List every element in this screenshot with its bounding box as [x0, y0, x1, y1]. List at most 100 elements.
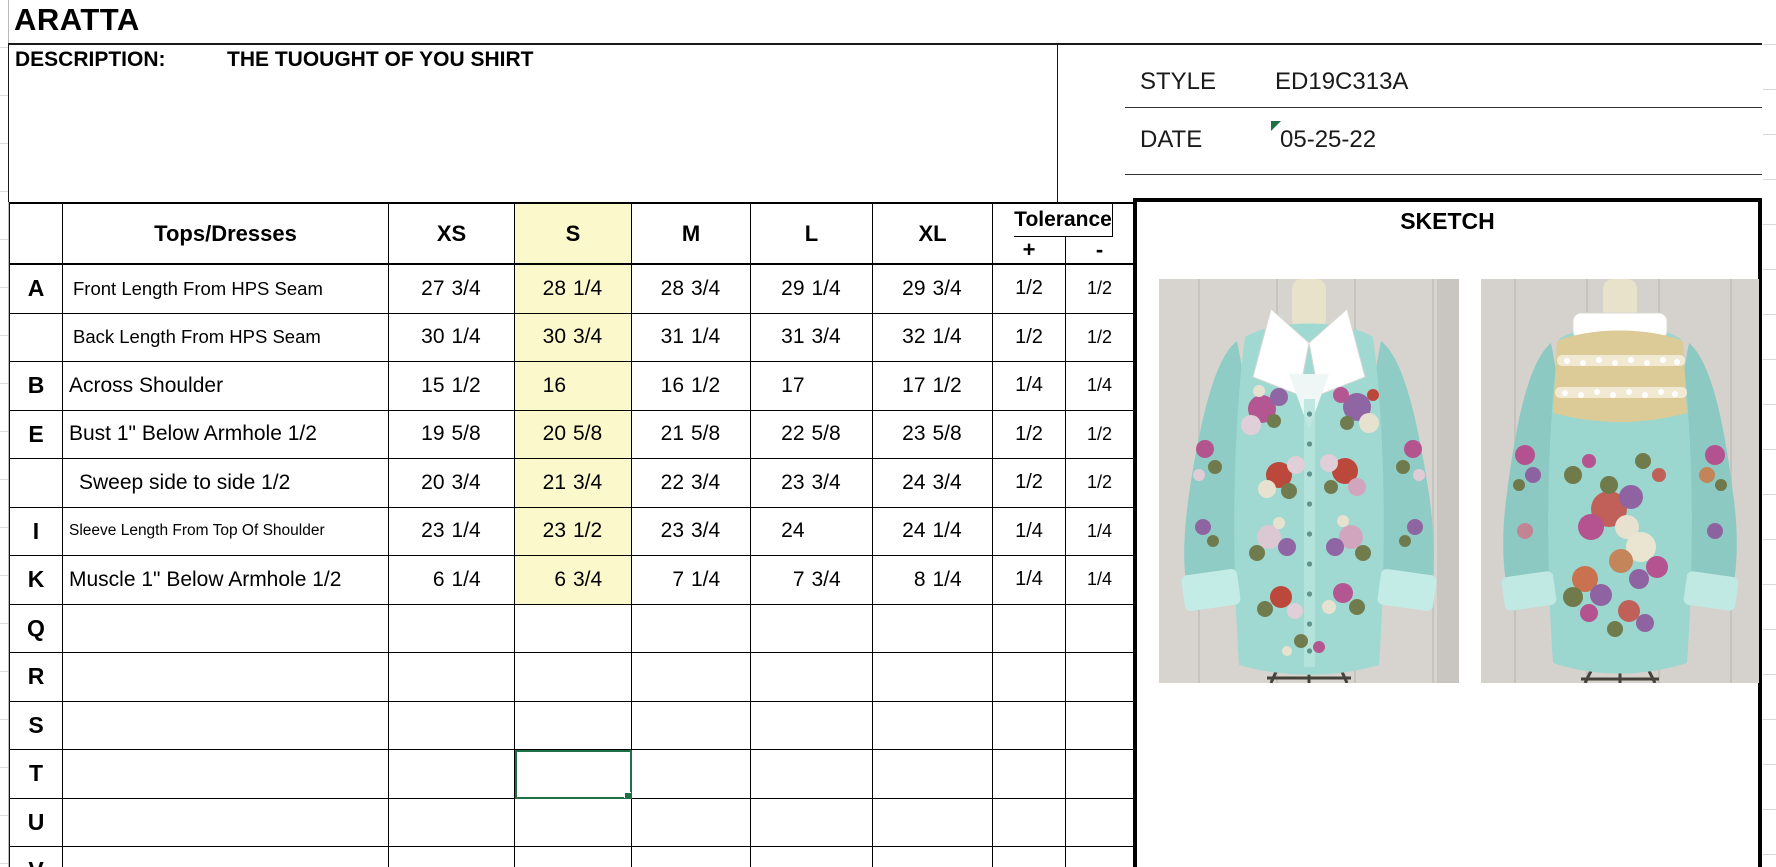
row-letter[interactable]: A	[10, 265, 63, 314]
row-label[interactable]	[63, 847, 389, 867]
tolerance-minus-cell[interactable]	[1066, 701, 1134, 750]
size-cell[interactable]: 30 1/4	[389, 313, 515, 362]
category-header-cell[interactable]: Tops/Dresses	[63, 204, 389, 265]
row-label[interactable]	[63, 701, 389, 750]
size-cell[interactable]: 16 1/2	[632, 362, 751, 411]
size-cell[interactable]: 22 3/4	[632, 459, 751, 508]
row-letter[interactable]: Q	[10, 604, 63, 653]
size-cell[interactable]: 23 5/8	[873, 410, 993, 459]
tolerance-plus-cell[interactable]: 1/2	[993, 265, 1066, 314]
row-letter[interactable]: V	[10, 847, 63, 867]
row-label[interactable]	[63, 750, 389, 799]
fill-handle[interactable]	[624, 791, 631, 798]
size-header-m[interactable]: M	[632, 204, 751, 265]
size-header-l[interactable]: L	[751, 204, 873, 265]
size-cell[interactable]: 21 5/8	[632, 410, 751, 459]
tolerance-plus-cell[interactable]	[993, 798, 1066, 847]
size-cell[interactable]	[632, 701, 751, 750]
size-cell[interactable]	[515, 847, 632, 867]
size-cell[interactable]	[751, 604, 873, 653]
row-label[interactable]: Sweep side to side 1/2	[63, 459, 389, 508]
size-cell[interactable]: 23 3/4	[632, 507, 751, 556]
size-cell[interactable]	[632, 847, 751, 867]
size-cell[interactable]: 29 1/4	[751, 265, 873, 314]
tolerance-minus-cell[interactable]: 1/2	[1066, 313, 1134, 362]
row-letter[interactable]: T	[10, 750, 63, 799]
row-letter[interactable]: U	[10, 798, 63, 847]
size-cell[interactable]: 7 1/4	[632, 556, 751, 605]
row-letter[interactable]	[10, 459, 63, 508]
tolerance-minus-cell[interactable]: 1/4	[1066, 507, 1134, 556]
tolerance-plus-header[interactable]: +	[993, 237, 1066, 265]
tolerance-plus-cell[interactable]: 1/2	[993, 410, 1066, 459]
row-letter[interactable]: S	[10, 701, 63, 750]
size-cell[interactable]: 23 1/2	[515, 507, 632, 556]
tolerance-plus-cell[interactable]: 1/4	[993, 507, 1066, 556]
size-cell[interactable]: 24 3/4	[873, 459, 993, 508]
size-cell[interactable]	[515, 653, 632, 702]
date-value[interactable]: 05-25-22	[1280, 126, 1377, 153]
size-cell[interactable]: 31 1/4	[632, 313, 751, 362]
size-cell[interactable]: 19 5/8	[389, 410, 515, 459]
size-cell[interactable]	[632, 798, 751, 847]
row-letter[interactable]	[10, 313, 63, 362]
size-cell[interactable]	[873, 798, 993, 847]
size-cell[interactable]: 20 3/4	[389, 459, 515, 508]
description-value[interactable]: THE TUOUGHT OF YOU SHIRT	[227, 48, 534, 71]
size-cell[interactable]	[873, 750, 993, 799]
tolerance-plus-cell[interactable]	[993, 604, 1066, 653]
tolerance-minus-cell[interactable]: 1/4	[1066, 556, 1134, 605]
row-letter[interactable]: K	[10, 556, 63, 605]
size-cell[interactable]	[515, 798, 632, 847]
size-cell[interactable]: 32 1/4	[873, 313, 993, 362]
size-cell[interactable]: 28 1/4	[515, 265, 632, 314]
row-label[interactable]: Bust 1" Below Armhole 1/2	[63, 410, 389, 459]
row-label[interactable]: Muscle 1" Below Armhole 1/2	[63, 556, 389, 605]
tolerance-plus-cell[interactable]	[993, 847, 1066, 867]
size-cell[interactable]: 22 5/8	[751, 410, 873, 459]
row-label[interactable]: Across Shoulder	[63, 362, 389, 411]
size-cell[interactable]	[873, 604, 993, 653]
row-label[interactable]	[63, 653, 389, 702]
size-cell[interactable]: 31 3/4	[751, 313, 873, 362]
size-cell[interactable]	[515, 701, 632, 750]
size-cell[interactable]: 7 3/4	[751, 556, 873, 605]
style-value[interactable]: ED19C313A	[1275, 68, 1409, 95]
tolerance-minus-cell[interactable]	[1066, 750, 1134, 799]
row-letter[interactable]: B	[10, 362, 63, 411]
front-photo[interactable]	[1159, 279, 1459, 683]
corner-header-cell[interactable]	[10, 204, 63, 265]
size-cell[interactable]	[632, 653, 751, 702]
size-header-s[interactable]: S	[515, 204, 632, 265]
size-cell[interactable]	[873, 847, 993, 867]
tolerance-minus-cell[interactable]	[1066, 798, 1134, 847]
tolerance-minus-cell[interactable]	[1066, 847, 1134, 867]
size-cell[interactable]	[389, 750, 515, 799]
tolerance-plus-cell[interactable]: 1/2	[993, 313, 1066, 362]
row-label[interactable]	[63, 798, 389, 847]
size-cell[interactable]	[751, 653, 873, 702]
back-photo[interactable]	[1481, 279, 1759, 683]
row-label[interactable]	[63, 604, 389, 653]
size-cell[interactable]: 8 1/4	[873, 556, 993, 605]
size-cell[interactable]: 24 1/4	[873, 507, 993, 556]
tolerance-plus-cell[interactable]	[993, 750, 1066, 799]
tolerance-minus-header[interactable]: -	[1066, 237, 1134, 265]
size-header-xs[interactable]: XS	[389, 204, 515, 265]
row-label[interactable]: Back Length From HPS Seam	[63, 313, 389, 362]
size-cell[interactable]	[751, 750, 873, 799]
tolerance-header[interactable]: Tolerance	[1014, 204, 1113, 237]
size-cell[interactable]: 21 3/4	[515, 459, 632, 508]
size-cell[interactable]	[389, 701, 515, 750]
size-cell[interactable]	[873, 653, 993, 702]
row-letter[interactable]: I	[10, 507, 63, 556]
row-label[interactable]: Front Length From HPS Seam	[63, 265, 389, 314]
tolerance-plus-cell[interactable]: 1/4	[993, 556, 1066, 605]
tolerance-minus-cell[interactable]: 1/2	[1066, 265, 1134, 314]
size-cell[interactable]: 24	[751, 507, 873, 556]
size-cell[interactable]	[873, 701, 993, 750]
row-label[interactable]: Sleeve Length From Top Of Shoulder	[63, 507, 389, 556]
size-cell[interactable]	[389, 653, 515, 702]
size-cell[interactable]	[515, 604, 632, 653]
tolerance-minus-cell[interactable]: 1/4	[1066, 362, 1134, 411]
